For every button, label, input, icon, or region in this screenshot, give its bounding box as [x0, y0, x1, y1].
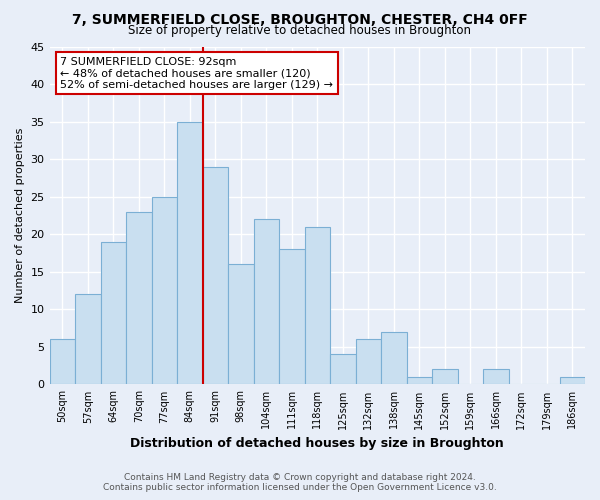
Bar [101, 242, 126, 384]
Y-axis label: Number of detached properties: Number of detached properties [15, 128, 25, 303]
Bar [330, 354, 356, 384]
Bar [228, 264, 254, 384]
Bar [126, 212, 152, 384]
Bar [483, 370, 509, 384]
Text: Contains HM Land Registry data © Crown copyright and database right 2024.
Contai: Contains HM Land Registry data © Crown c… [103, 473, 497, 492]
Bar [356, 340, 381, 384]
Text: 7, SUMMERFIELD CLOSE, BROUGHTON, CHESTER, CH4 0FF: 7, SUMMERFIELD CLOSE, BROUGHTON, CHESTER… [72, 12, 528, 26]
Bar [203, 166, 228, 384]
Bar [75, 294, 101, 384]
Bar [177, 122, 203, 384]
X-axis label: Distribution of detached houses by size in Broughton: Distribution of detached houses by size … [130, 437, 504, 450]
Bar [50, 340, 75, 384]
Bar [305, 226, 330, 384]
Bar [407, 377, 432, 384]
Text: 7 SUMMERFIELD CLOSE: 92sqm
← 48% of detached houses are smaller (120)
52% of sem: 7 SUMMERFIELD CLOSE: 92sqm ← 48% of deta… [60, 56, 333, 90]
Bar [432, 370, 458, 384]
Bar [152, 196, 177, 384]
Bar [381, 332, 407, 384]
Bar [254, 219, 279, 384]
Bar [279, 250, 305, 384]
Text: Size of property relative to detached houses in Broughton: Size of property relative to detached ho… [128, 24, 472, 37]
Bar [560, 377, 585, 384]
